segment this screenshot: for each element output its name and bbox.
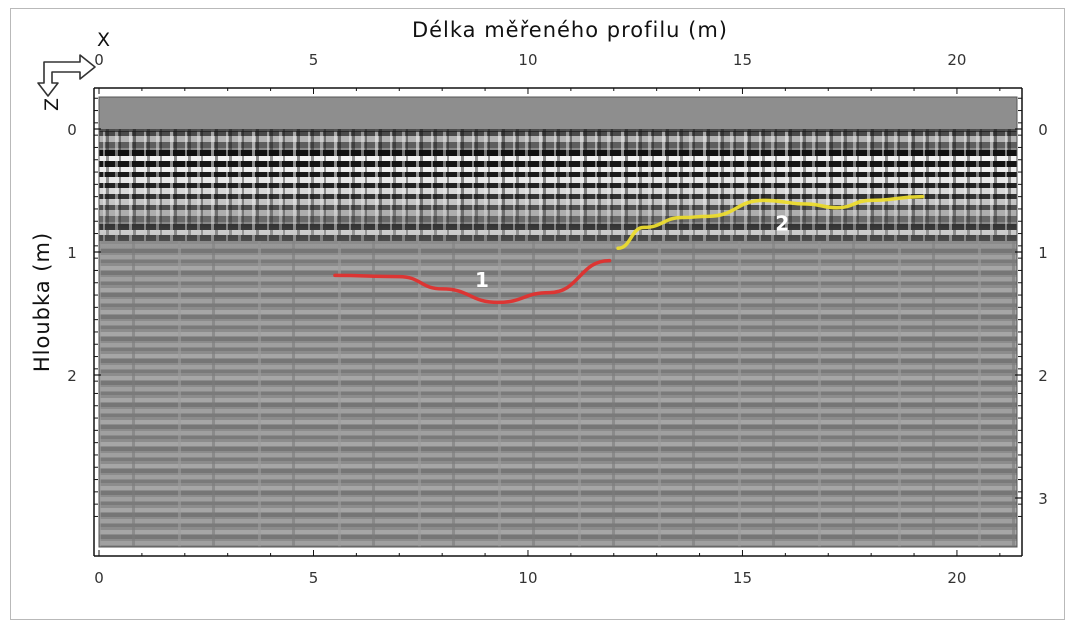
x-direction-label: X: [97, 29, 110, 51]
y-tick-label-right: 2: [1038, 367, 1048, 385]
x-tick-label-top: 5: [309, 51, 319, 69]
y-tick-label-right: 1: [1038, 244, 1048, 262]
y-tick-label-left: 2: [67, 367, 77, 385]
x-axis-top: 0 5 10 15 20: [94, 51, 1001, 94]
series-layer: [333, 194, 925, 305]
x-axis-title: Délka měřeného profilu (m): [412, 18, 728, 42]
y-tick-label-left: 0: [67, 121, 77, 139]
y-axis-left: 0 1 2: [67, 97, 101, 517]
x-tick-label-bottom: 15: [733, 569, 752, 587]
series-line-2: [616, 194, 925, 251]
z-direction-label: Z: [41, 98, 63, 111]
series-line-1: [333, 258, 612, 305]
direction-arrow-icon: [37, 54, 96, 97]
x-tick-label-bottom: 0: [94, 569, 104, 587]
y-axis-title: Hloubka (m): [30, 232, 54, 372]
radargram-image: [99, 97, 1017, 547]
y-tick-label-right: 3: [1038, 490, 1048, 508]
x-tick-label-bottom: 5: [309, 569, 319, 587]
annotation-label-2: 2: [775, 211, 789, 235]
y-axis-right: 0 1 2 3: [1015, 97, 1048, 517]
annotation-label-1: 1: [475, 268, 489, 292]
x-tick-label-top: 20: [947, 51, 966, 69]
y-tick-label-left: 1: [67, 244, 77, 262]
x-tick-label-top: 0: [94, 51, 104, 69]
x-tick-label-bottom: 20: [947, 569, 966, 587]
plot-border: [98, 96, 1018, 548]
annotation-layer: 12: [475, 211, 789, 292]
axis-direction-icon: X Z: [37, 29, 110, 111]
x-axis-bottom: 0 5 10 15 20: [94, 550, 1001, 587]
x-tick-label-bottom: 10: [518, 569, 537, 587]
y-tick-label-right: 0: [1038, 121, 1048, 139]
x-tick-label-top: 15: [733, 51, 752, 69]
x-tick-label-top: 10: [518, 51, 537, 69]
